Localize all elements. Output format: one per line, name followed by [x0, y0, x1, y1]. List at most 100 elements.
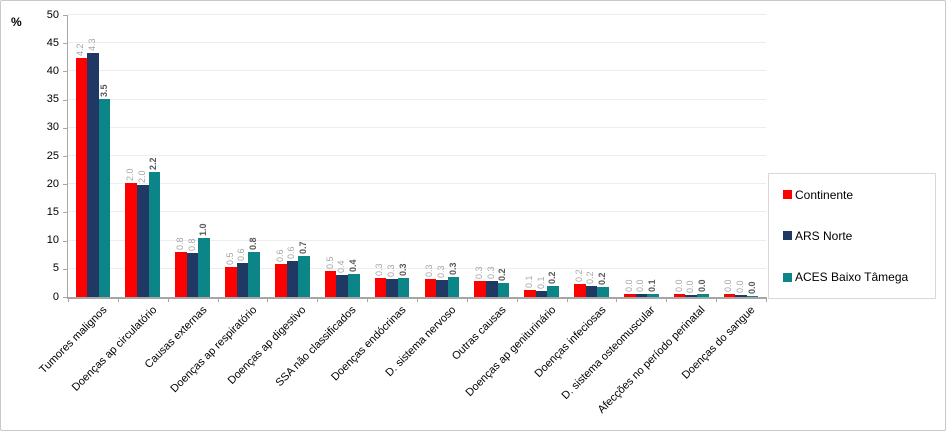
x-axis-tick [217, 299, 219, 302]
bar-slot: 0.3 [448, 15, 460, 297]
bar-value-label: 0.3 [397, 263, 408, 276]
bar-value-label: 0.2 [497, 268, 508, 282]
bar [236, 263, 249, 297]
bar-value-label: 0.3 [474, 266, 485, 280]
bar [735, 295, 747, 297]
bar [524, 290, 536, 297]
bar-slot: 3.5 [99, 15, 111, 297]
bar [136, 184, 149, 297]
y-axis-tick [63, 156, 67, 157]
y-axis-tick [63, 15, 67, 16]
bar [87, 53, 99, 297]
bar-group: 0.3 0.3 0.2 [467, 15, 517, 297]
x-axis-tick [666, 299, 668, 302]
bar [397, 277, 410, 297]
gridline [68, 239, 766, 241]
bar-group: 0.5 0.4 0.4 [317, 15, 367, 297]
legend-swatch [783, 272, 792, 282]
bar [386, 278, 398, 297]
bar-value-label: 0.3 [386, 264, 397, 277]
legend-item: ACES Baixo Tâmega [783, 270, 935, 284]
x-axis-tick [417, 299, 418, 302]
bar [98, 99, 111, 297]
bar-slot: 0.0 [685, 15, 697, 297]
bar-value-label: 0.0 [746, 281, 757, 294]
bar-value-label: 0.3 [485, 266, 496, 279]
bar [597, 287, 609, 297]
bar-value-label: 0.5 [224, 252, 235, 265]
x-axis-tick [167, 299, 169, 302]
bar-value-label: 2.0 [125, 168, 136, 182]
bar [324, 271, 337, 297]
bar [485, 280, 498, 297]
bar-slot: 2.0 [125, 15, 137, 297]
x-axis-tick [317, 299, 319, 302]
bar-group: 4.2 4.3 3.5 [68, 15, 118, 297]
bar [474, 281, 486, 297]
bar-value-label: 1.0 [198, 223, 209, 237]
bar [635, 294, 648, 297]
y-axis-tick-label: 50 [46, 8, 59, 21]
bar-group: 0.8 0.8 1.0 [168, 15, 218, 297]
x-axis-tick [267, 299, 269, 302]
bar-value-label: 0.0 [723, 279, 734, 293]
bar-slot: 0.0 [735, 15, 747, 297]
bar-group: 0.5 0.6 0.8 [218, 15, 268, 297]
bar-value-label: 0.6 [274, 249, 285, 263]
bar-slot: 4.3 [87, 15, 99, 297]
bar-value-label: 0.7 [297, 241, 308, 254]
bar-value-label: 0.0 [696, 279, 707, 293]
y-axis-tick-label: 15 [46, 205, 59, 218]
bar-value-label: 0.1 [524, 275, 535, 289]
bar-slot: 0.6 [236, 15, 249, 297]
y-axis-tick [63, 268, 67, 270]
bar-slot: 0.5 [225, 15, 237, 297]
y-axis-line [67, 15, 68, 299]
y-axis-tick-label: 10 [46, 234, 59, 247]
bar [746, 295, 759, 297]
bar [497, 283, 510, 297]
bar-slot: 0.0 [624, 15, 636, 297]
bar-value-label: 4.2 [75, 43, 86, 56]
bar-slot: 0.0 [723, 15, 736, 297]
y-axis-tick-label: 35 [46, 93, 59, 106]
bar-value-label: 0.0 [685, 280, 696, 293]
y-axis-tick-label: 25 [46, 149, 59, 162]
bar [148, 171, 161, 297]
legend-label: ACES Baixo Tâmega [795, 270, 909, 285]
y-axis-tick [63, 43, 67, 45]
bar [535, 290, 548, 297]
bar-group: 0.6 0.6 0.7 [267, 15, 317, 297]
bar-slot: 0.8 [187, 15, 199, 297]
legend-item: Continente [783, 188, 935, 202]
bar-value-label: 0.4 [347, 259, 358, 272]
bar-group: 0.3 0.3 0.3 [367, 15, 417, 297]
bar-slot: 2.0 [137, 15, 149, 297]
bar [547, 286, 560, 297]
bar [673, 293, 686, 297]
gridline [68, 183, 766, 185]
bar-value-label: 0.3 [435, 265, 446, 278]
gridline [68, 98, 766, 100]
bar [274, 264, 287, 297]
x-axis-tick [367, 299, 369, 302]
bar-slot: 0.2 [585, 15, 598, 297]
bar-slot: 0.1 [647, 15, 659, 297]
y-axis-tick-label: 30 [46, 121, 59, 134]
bar-slot: 0.4 [336, 15, 348, 297]
bar-group: 2.0 2.0 2.2 [118, 15, 168, 297]
bar-slot: 0.4 [348, 15, 360, 297]
bar-value-label: 0.3 [447, 262, 458, 276]
bar-value-label: 3.5 [98, 84, 109, 98]
bar-value-label: 0.0 [623, 279, 634, 293]
x-axis-tick [466, 299, 468, 302]
bar-value-label: 0.8 [248, 237, 259, 250]
bar-slot: 0.0 [697, 15, 709, 297]
bar [374, 277, 387, 297]
y-axis-tick [63, 297, 67, 298]
x-axis-tick [117, 299, 119, 302]
bar-group: 0.0 0.0 0.1 [616, 15, 666, 297]
y-axis-tick [63, 99, 67, 101]
x-axis-tick [616, 299, 618, 302]
bar [175, 251, 187, 297]
